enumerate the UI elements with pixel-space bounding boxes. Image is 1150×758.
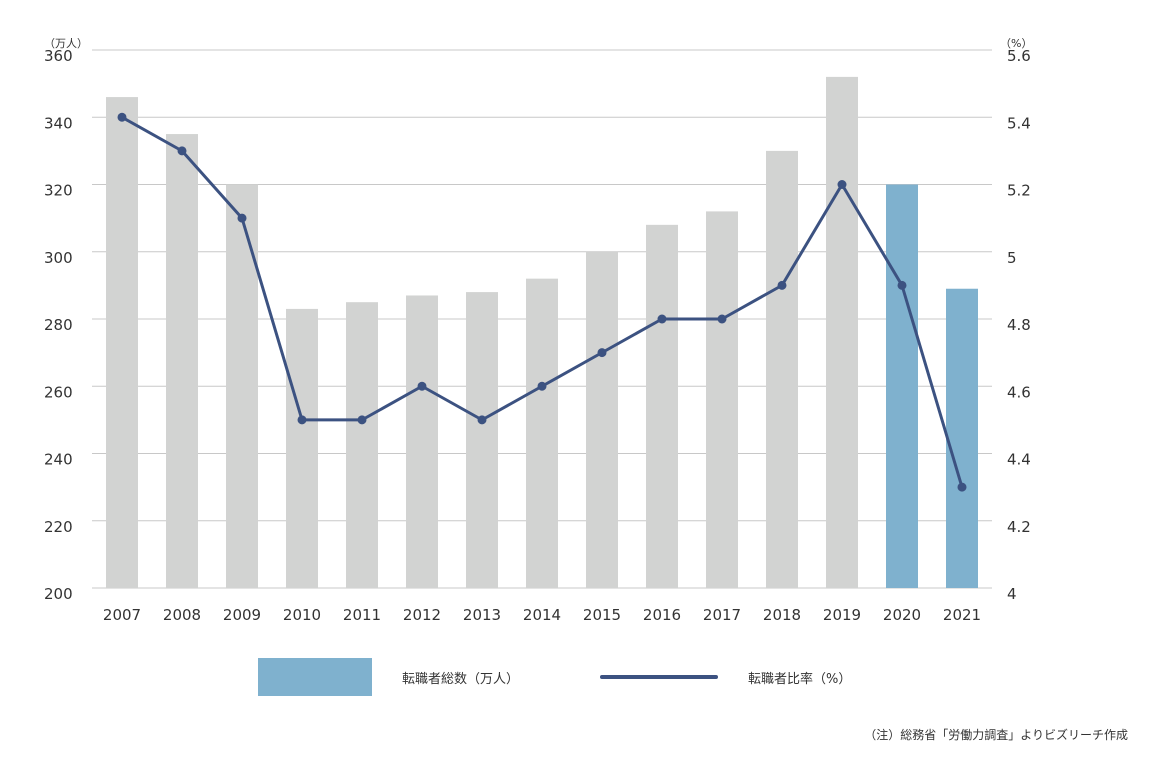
right-axis-ticks: 4 4.2 4.4 4.6 4.8 5 5.2 5.4 5.6 bbox=[1007, 47, 1031, 603]
right-tick-label: 4.2 bbox=[1007, 518, 1031, 536]
x-tick-label: 2016 bbox=[643, 606, 681, 624]
ratio-point-2020 bbox=[897, 280, 907, 290]
x-tick-label: 2011 bbox=[343, 606, 381, 624]
bar-2021 bbox=[946, 288, 978, 588]
right-axis-unit-label: （%） bbox=[1000, 37, 1032, 50]
left-tick-label: 220 bbox=[44, 518, 73, 536]
x-tick-label: 2021 bbox=[943, 606, 981, 624]
x-tick-label: 2014 bbox=[523, 606, 561, 624]
bar-2010 bbox=[286, 308, 318, 588]
source-note: （注）総務省「労働力調査」よりビズリーチ作成 bbox=[864, 728, 1128, 742]
bar-2012 bbox=[406, 295, 438, 588]
right-tick-label: 4 bbox=[1007, 585, 1017, 603]
x-tick-label: 2018 bbox=[763, 606, 801, 624]
line-series bbox=[117, 112, 967, 492]
ratio-point-2007 bbox=[117, 112, 127, 122]
legend-bar: 転職者総数（万人） bbox=[258, 658, 519, 696]
left-tick-label: 320 bbox=[44, 182, 73, 200]
ratio-point-2018 bbox=[777, 280, 787, 290]
left-tick-label: 300 bbox=[44, 249, 73, 267]
right-tick-label: 4.4 bbox=[1007, 451, 1031, 469]
left-tick-label: 200 bbox=[44, 585, 73, 603]
bar-2013 bbox=[466, 292, 498, 588]
left-tick-label: 280 bbox=[44, 316, 73, 334]
left-tick-label: 360 bbox=[44, 47, 73, 65]
ratio-point-2010 bbox=[297, 415, 307, 425]
ratio-point-2021 bbox=[957, 482, 967, 492]
left-tick-label: 240 bbox=[44, 451, 73, 469]
legend-line: 転職者比率（%） bbox=[600, 658, 851, 696]
combo-chart: （万人） （%） 200 220 240 260 280 300 320 340 360 4 4.… bbox=[44, 37, 1032, 624]
ratio-point-2009 bbox=[237, 213, 247, 223]
bar-2008 bbox=[166, 134, 198, 588]
right-tick-label: 5.2 bbox=[1007, 182, 1031, 200]
x-tick-label: 2017 bbox=[703, 606, 741, 624]
x-tick-label: 2010 bbox=[283, 606, 321, 624]
right-tick-label: 5.6 bbox=[1007, 47, 1031, 65]
bar-2007 bbox=[106, 97, 138, 588]
legend-line-swatch bbox=[600, 675, 718, 679]
x-tick-label: 2015 bbox=[583, 606, 621, 624]
left-axis-unit-label: （万人） bbox=[44, 37, 88, 50]
bar-2015 bbox=[586, 251, 618, 588]
bar-2018 bbox=[766, 150, 798, 588]
right-tick-label: 5.4 bbox=[1007, 114, 1031, 132]
x-axis-ticks: 2007 2008 2009 2010 2011 2012 2013 2014 2015 2016… bbox=[103, 606, 981, 624]
bar-series bbox=[106, 76, 978, 589]
ratio-point-2016 bbox=[657, 314, 667, 324]
x-tick-label: 2020 bbox=[883, 606, 921, 624]
ratio-point-2013 bbox=[477, 415, 487, 425]
x-tick-label: 2019 bbox=[823, 606, 861, 624]
ratio-point-2015 bbox=[597, 348, 607, 358]
x-tick-label: 2008 bbox=[163, 606, 201, 624]
bar-2009 bbox=[226, 184, 258, 588]
ratio-point-2014 bbox=[537, 381, 547, 391]
left-tick-label: 340 bbox=[44, 114, 73, 132]
bar-2014 bbox=[526, 278, 558, 588]
x-tick-label: 2013 bbox=[463, 606, 501, 624]
left-axis-ticks: 200 220 240 260 280 300 320 340 360 bbox=[44, 47, 73, 603]
bar-2020 bbox=[886, 184, 918, 588]
bar-2017 bbox=[706, 211, 738, 588]
bar-2016 bbox=[646, 224, 678, 588]
x-tick-label: 2012 bbox=[403, 606, 441, 624]
ratio-point-2017 bbox=[717, 314, 727, 324]
bar-2019 bbox=[826, 76, 858, 589]
legend-bar-swatch bbox=[258, 658, 372, 696]
right-tick-label: 4.8 bbox=[1007, 316, 1031, 334]
legend-bar-label: 転職者総数（万人） bbox=[402, 671, 520, 687]
legend-line-label: 転職者比率（%） bbox=[748, 671, 852, 687]
right-tick-label: 4.6 bbox=[1007, 383, 1031, 401]
right-tick-label: 5 bbox=[1007, 249, 1017, 267]
ratio-point-2019 bbox=[837, 180, 847, 189]
ratio-point-2011 bbox=[357, 415, 367, 425]
left-tick-label: 260 bbox=[44, 383, 73, 401]
x-tick-label: 2007 bbox=[103, 606, 141, 624]
bar-2011 bbox=[346, 302, 378, 588]
ratio-point-2008 bbox=[177, 146, 187, 156]
ratio-point-2012 bbox=[417, 381, 427, 391]
x-tick-label: 2009 bbox=[223, 606, 261, 624]
